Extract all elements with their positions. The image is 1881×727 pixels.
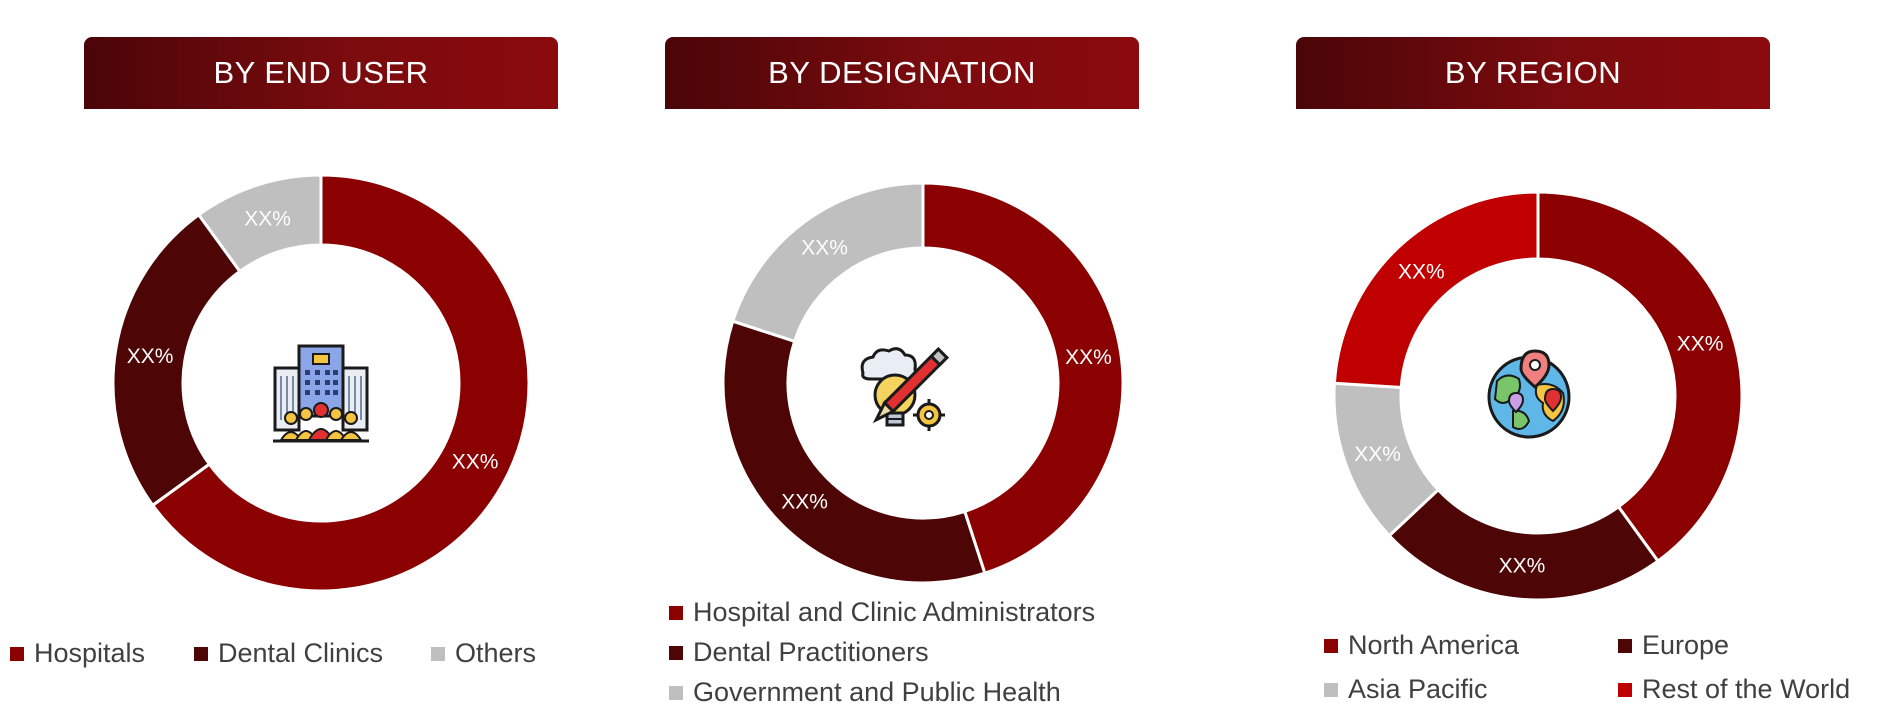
legend-item-rest-of-world: Rest of the World [1618,674,1850,705]
donut-slice-dental-clinics [111,212,242,508]
legend-item-europe: Europe [1618,630,1729,661]
donut-slice-others [196,173,323,274]
chart-title: BY REGION [1296,37,1770,109]
chart-panel-end-user: BY END USER XX% XX% XX% [0,0,627,727]
legend-item-government: Government and Public Health [669,677,1061,708]
globe-location-icon [1483,341,1575,448]
legend-label: Dental Practitioners [693,637,929,667]
legend-item-dental-clinics: Dental Clinics [194,638,383,669]
donut-slice-north-america [1536,190,1744,564]
data-label: XX% [781,490,828,513]
data-label: XX% [801,236,848,259]
data-label: XX% [1677,332,1724,355]
legend-swatch [1618,682,1632,697]
legend-label: Government and Public Health [693,677,1061,707]
legend-item-hospitals: Hospitals [10,638,145,669]
chart-panel-designation: BY DESIGNATION XX% XX% XX% Hospital and Cl… [627,0,1254,727]
legend-label: Asia Pacific [1348,674,1488,704]
legend-swatch [1324,638,1338,653]
data-label: XX% [1354,443,1401,466]
donut-slice-dental-practitioners [721,319,987,585]
legend-label: Hospital and Clinic Administrators [693,597,1096,627]
chart-title: BY DESIGNATION [665,37,1139,109]
legend-label: North America [1348,630,1520,660]
legend-label: Rest of the World [1642,674,1851,704]
legend-swatch [669,685,683,700]
chart-title: BY END USER [84,37,558,109]
data-label: XX% [127,345,174,368]
donut-slice-government-and-public-health [730,181,925,344]
legend-swatch [431,646,445,661]
legend-item-north-america: North America [1324,630,1519,661]
legend-item-asia-pacific: Asia Pacific [1324,674,1488,705]
donut-chart-designation: XX% XX% XX% [721,181,1125,585]
legend-swatch [1324,682,1338,697]
legend-label: Others [455,638,537,668]
data-label: XX% [244,207,291,230]
legend-swatch [669,605,683,620]
data-label: XX% [1499,555,1546,578]
legend-swatch [669,645,683,660]
legend-swatch [194,646,208,661]
legend-swatch [1618,638,1632,653]
legend-item-administrators: Hospital and Clinic Administrators [669,597,1095,628]
data-label: XX% [452,451,499,474]
donut-slice-rest-of-the-world [1332,190,1540,389]
donut-slice-europe [1387,487,1661,602]
legend-swatch [10,646,24,661]
legend-item-dental-practitioners: Dental Practitioners [669,637,929,668]
legend-item-others: Others [431,638,536,669]
creative-idea-icon [853,343,953,448]
legend-label: Europe [1642,630,1730,660]
data-label: XX% [1398,261,1445,284]
legend-label: Hospitals [34,638,146,668]
chart-panel-region: BY REGION XX% XX% XX% XX% North America Eur… [1254,0,1881,727]
donut-chart-end-user: XX% XX% XX% [111,173,531,593]
data-label: XX% [1065,346,1112,369]
donut-chart-region: XX% XX% XX% XX% [1332,190,1744,602]
donut-slice-hospital-and-clinic-administrators [921,181,1125,576]
donut-slice-hospitals [150,173,531,593]
legend-label: Dental Clinics [218,638,384,668]
hospital-building-people-icon [271,340,371,450]
